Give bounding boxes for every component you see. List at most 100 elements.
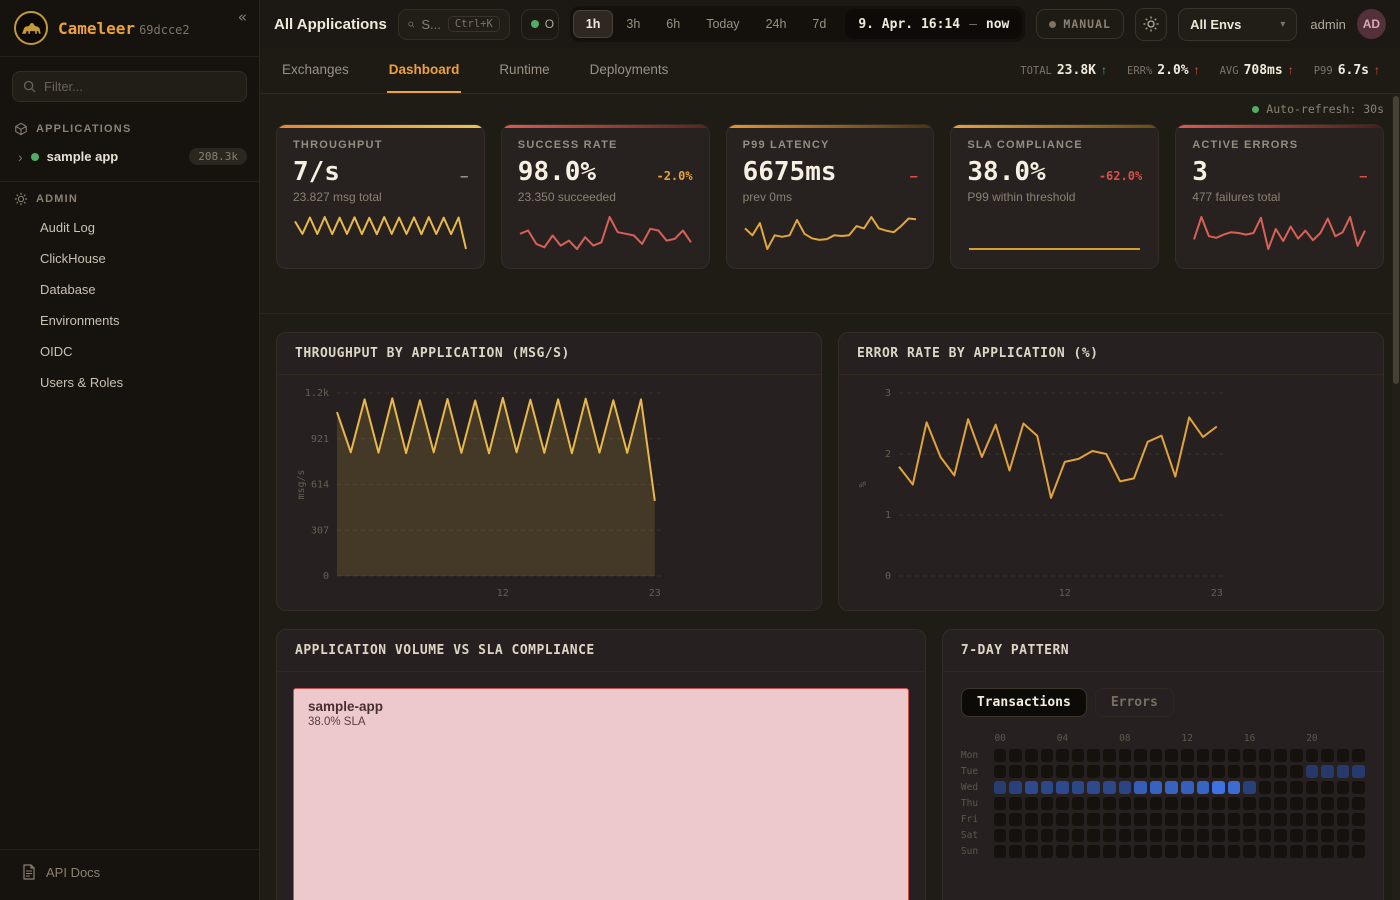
sidebar-item-audit-log[interactable]: Audit Log [40,220,95,235]
heatmap-cell [1258,765,1272,778]
heatmap-cell [1212,781,1225,794]
heatmap-cell [1227,845,1241,858]
heatmap-cell [1040,781,1054,794]
tab-deployments[interactable]: Deployments [589,62,669,77]
toggle-transactions[interactable]: Transactions [960,688,1087,717]
panel-title: ERROR RATE BY APPLICATION (%) [839,333,1383,375]
sidebar-item-oidc[interactable]: OIDC [40,344,73,359]
time-range-1h[interactable]: 1h [572,10,614,38]
heatmap-cell [1071,749,1085,762]
heatmap-cell [1118,749,1132,762]
kpi-sparkline [293,213,468,253]
kpi-subtitle: prev 0ms [742,190,792,204]
heatmap-cell [1243,813,1256,826]
heatmap-cell [1165,797,1178,810]
tab-exchanges[interactable]: Exchanges [282,62,349,77]
heatmap-cell [1212,765,1225,778]
time-range-group: 1h 3h 6h Today 24h 7d 9. Apr. 16:14 — no… [569,6,1026,42]
kpi-subtitle: 23.827 msg total [293,190,382,204]
heatmap-cell [1165,845,1178,858]
online-status-pill[interactable]: O [520,8,559,40]
avatar[interactable]: AD [1356,9,1386,39]
page-title: All Applications [274,15,387,33]
date-range-display[interactable]: 9. Apr. 16:14 — now [845,9,1023,39]
auto-refresh-dot [1252,105,1260,113]
chevron-right-icon[interactable]: › [18,148,23,165]
svg-text:2: 2 [885,449,891,460]
arrow-up-icon: ↑ [1101,63,1107,77]
seven-day-heatmap: 00 04 08 12 16 20 Mon Tue Wed Thu Fri Sat Sun [961,733,1365,858]
heatmap-cell [1009,813,1023,826]
heatmap-cell [1118,781,1132,794]
theme-toggle-button[interactable] [1134,7,1168,41]
treemap-tile-sample-app[interactable]: sample-app 38.0% SLA [293,688,909,900]
header-stats: TOTAL 23.8K ↑ ERR% 2.0% ↑ AVG 708ms ↑ P99 6.7s ↑ [1020,48,1380,93]
heatmap-cell [1305,781,1319,794]
svg-text:23: 23 [649,588,661,599]
heatmap-cell [1274,813,1288,826]
heatmap-cell [1040,845,1054,858]
heatmap-cell [1103,813,1116,826]
sidebar-item-users-roles[interactable]: Users & Roles [40,375,124,390]
heatmap-cell [1025,781,1038,794]
heatmap-cell [1274,829,1288,842]
kpi-subtitle: 477 failures total [1192,190,1281,204]
heatmap-cell [1336,765,1350,778]
kpi-accent-bar [501,125,709,128]
time-range-3h[interactable]: 3h [626,17,641,31]
tab-dashboard[interactable]: Dashboard [386,48,462,93]
panel-title: 7-DAY PATTERN [942,630,1383,672]
sidebar-item-clickhouse[interactable]: ClickHouse [40,251,106,266]
heatmap-cell [1071,845,1085,858]
time-range-today[interactable]: Today [706,17,740,31]
heatmap-cell [1118,845,1132,858]
heatmap-cell [1227,797,1241,810]
scrollbar-thumb[interactable] [1393,96,1399,384]
filter-input[interactable]: Filter... [12,71,247,102]
heatmap-cell [1321,749,1334,762]
heatmap-cell [1087,797,1100,810]
tab-runtime[interactable]: Runtime [499,62,550,77]
heatmap-cell [1040,829,1054,842]
heatmap-cell [1321,845,1334,858]
section-divider [260,313,1400,314]
heatmap-cell [1149,765,1163,778]
heatmap-cell [1258,829,1272,842]
time-range-6h[interactable]: 6h [666,17,681,31]
heatmap-cell [1352,765,1365,778]
search-input[interactable]: S... Ctrl+K [397,8,510,40]
heatmap-cell [1274,749,1288,762]
heatmap-cell [1305,829,1319,842]
sidebar-item-database[interactable]: Database [40,282,96,297]
manual-mode-button[interactable]: MANUAL [1036,9,1124,39]
sidebar-collapse-icon[interactable]: « [237,8,247,26]
kpi-sparkline [1192,213,1367,253]
heatmap-cell [1336,781,1350,794]
heatmap-cell [1118,829,1132,842]
stat-err: ERR% 2.0% ↑ [1127,63,1200,78]
sidebar-item-environments[interactable]: Environments [40,313,120,328]
kpi-card-p99-latency: P99 LATENCY 6675ms — prev 0ms [725,124,935,269]
heatmap-cell [1134,845,1147,858]
heatmap-cell [1149,797,1163,810]
heatmap-cell [1305,749,1319,762]
heatmap-cell [1196,749,1210,762]
heatmap-cell [1056,781,1069,794]
kpi-title: THROUGHPUT [293,139,383,151]
heatmap-cell [1103,829,1116,842]
toggle-errors[interactable]: Errors [1094,688,1174,717]
heatmap-cell [1212,813,1225,826]
time-range-24h[interactable]: 24h [765,17,787,31]
heatmap-day-label: Fri [960,814,979,825]
heatmap-cell [1056,845,1069,858]
time-range-7d[interactable]: 7d [812,17,827,31]
heatmap-cell [1336,749,1350,762]
heatmap-cell [1118,813,1132,826]
document-icon [23,864,35,880]
scrollbar-track[interactable] [1392,94,1400,900]
api-docs-link[interactable]: API Docs [0,849,259,900]
heatmap-cell [1134,765,1147,778]
environment-select[interactable]: All Envs ▾ [1178,7,1298,41]
sidebar-item-sample-app[interactable]: › sample app 208.3k [0,142,259,171]
throughput-line-chart: 0 307 614 921 1.2k 12 23 msg/s [291,383,807,608]
